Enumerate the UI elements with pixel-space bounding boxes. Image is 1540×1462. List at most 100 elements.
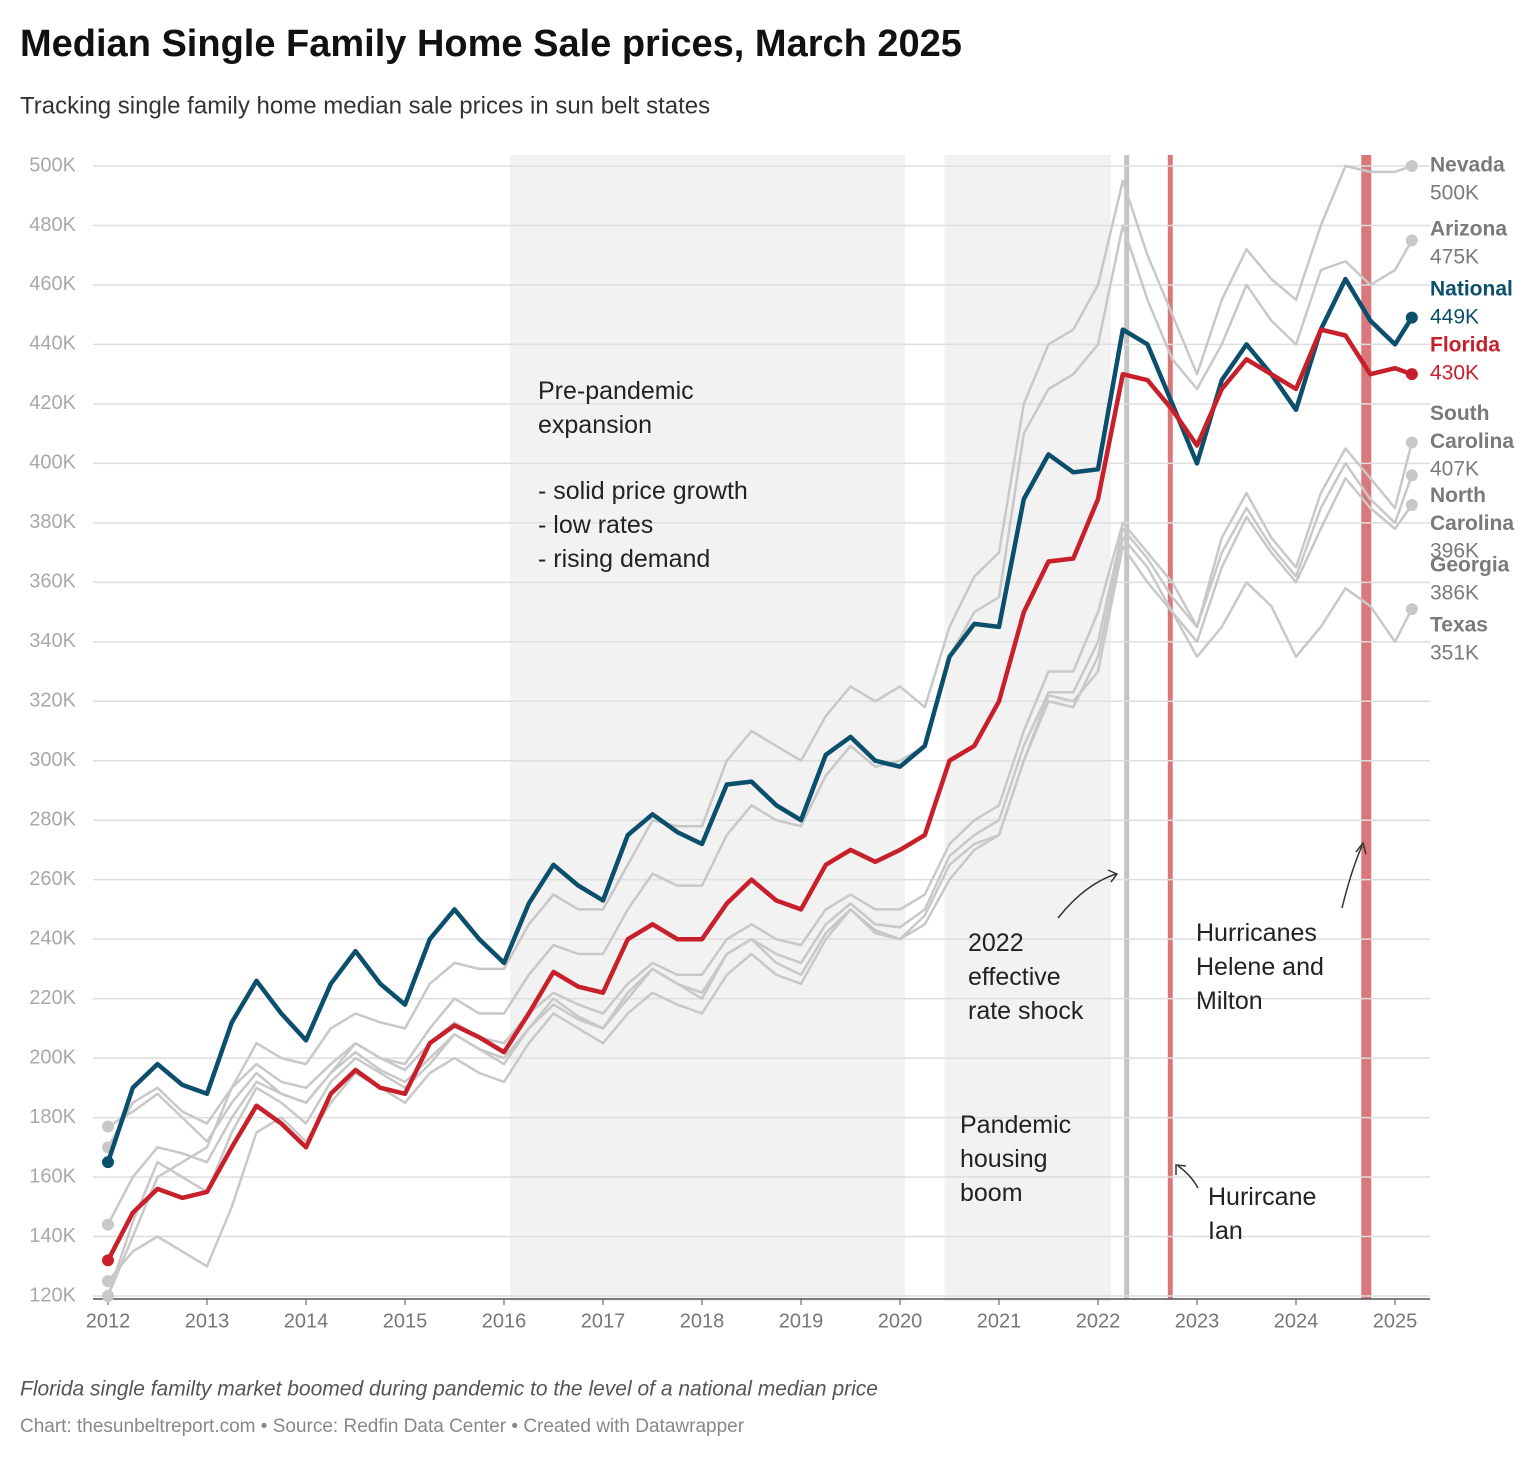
annotation-line: Hurircane [1208,1183,1316,1211]
arrowhead [1355,841,1367,855]
start-dot [102,1275,114,1288]
annotation: Hurircane Ian [1208,1183,1316,1245]
series-line [106,476,1413,1297]
chart-subtitle: Tracking single family home median sale … [20,92,710,119]
end-value-label: 500K [1430,182,1479,205]
annotation-line: Helene and [1196,953,1324,981]
arrow [1341,845,1363,909]
y-tick-label: 480K [29,214,76,236]
start-dot [102,1290,114,1302]
annotation-line: boom [960,1179,1023,1207]
y-tick-label: 300K [29,749,76,771]
x-tick-label: 2017 [581,1310,626,1332]
end-dot [1405,436,1418,449]
legend-label: Nevada [1430,154,1505,177]
x-tick-label: 2022 [1076,1310,1121,1332]
annotation-line: - low rates [538,511,653,539]
legend-label-part: Carolina [1430,430,1514,453]
arrowhead [1175,1164,1187,1175]
end-dot [1405,311,1418,324]
annotation: - solid price growth - low rates - rising … [538,477,748,573]
legend-label: Texas [1430,614,1488,637]
series-line [107,545,1413,1282]
end-dot [1405,469,1418,482]
x-tick-label: 2019 [779,1310,824,1332]
y-tick-label: 160K [29,1165,76,1187]
end-value-label: 430K [1430,362,1479,385]
end-dot [1405,160,1418,172]
annotation-line: Pandemic [960,1111,1071,1139]
lines-layer: Nevada 500K Arizona 475K South Carolina 407K N… [102,154,1514,1302]
x-tick-label: 2021 [977,1310,1022,1332]
x-tick-label: 2025 [1373,1310,1418,1332]
x-tick-label: 2018 [680,1310,725,1332]
y-tick-label: 220K [29,987,76,1009]
chart-title: Median Single Family Home Sale prices, M… [20,23,962,65]
x-tick-label: 2016 [482,1310,527,1332]
x-tick-label: 2020 [878,1310,923,1332]
chart-note: Florida single familty market boomed dur… [20,1378,878,1401]
start-dot [102,1254,114,1267]
annotation-line: - solid price growth [538,477,748,505]
legend-label-part: South [1430,402,1495,425]
y-tick-label: 340K [29,630,76,652]
legend-label: Arizona [1430,218,1507,241]
y-tick-label: 120K [29,1284,76,1306]
end-value-label: 396K [1430,540,1479,563]
y-tick-label: 420K [29,392,76,414]
x-tick-label: 2024 [1274,1310,1319,1332]
series-line [106,164,1413,1297]
y-tick-label: 200K [29,1046,76,1068]
start-dot [102,1156,114,1169]
y-tick-label: 380K [29,511,76,533]
annotation: Hurricanes Helene and Milton [1196,919,1324,1015]
y-tick-label: 240K [29,927,76,949]
legend-label: North Carolina [1430,484,1514,535]
y-tick-label: 460K [29,273,76,295]
grid-layer: 120K 140K 160K 180K 200K 220K 240K 260K 280K 300K… [29,154,1430,1332]
arrow [1177,1165,1199,1189]
y-tick-label: 260K [29,868,76,890]
legend-label: Florida [1430,334,1500,357]
x-tick-label: 2012 [86,1310,131,1332]
shaded-period [509,155,905,1301]
arrow [1057,873,1117,919]
y-tick-label: 440K [29,333,76,355]
end-dot [1405,234,1418,247]
y-tick-label: 140K [29,1225,76,1247]
y-tick-label: 360K [29,571,76,593]
end-value-label: 475K [1430,246,1479,269]
end-value-label: 407K [1430,458,1479,481]
y-tick-label: 180K [29,1106,76,1128]
annotation-line: Pre-pandemic [538,377,694,405]
x-tick-label: 2013 [185,1310,230,1332]
annotation-line: - rising demand [538,545,710,573]
annotation-line: Ian [1208,1217,1243,1245]
legend-label: National [1430,278,1513,301]
legend-label: South Carolina [1430,402,1514,453]
start-dot [102,1218,114,1231]
annotation: Pre-pandemic expansion [538,377,694,439]
start-dot [102,1120,114,1133]
annotation-line: expansion [538,411,652,439]
background-layer [509,155,1372,1301]
chart-source: Chart: thesunbeltreport.com • Source: Re… [20,1416,745,1437]
x-tick-label: 2015 [383,1310,428,1332]
end-value-label: 351K [1430,642,1479,665]
arrowhead [1107,869,1119,883]
end-value-label: 449K [1430,306,1479,329]
y-tick-label: 320K [29,690,76,712]
y-tick-label: 280K [29,808,76,830]
end-dot [1405,368,1418,381]
legend-label-part: North [1430,484,1492,507]
x-tick-label: 2014 [284,1310,329,1332]
x-tick-label: 2023 [1175,1310,1220,1332]
series-line [106,327,1413,1262]
annotation-line: Milton [1196,987,1263,1015]
end-dot [1405,603,1418,616]
annotation-line: 2022 [968,929,1024,957]
end-dot [1405,499,1418,511]
y-tick-label: 500K [29,154,76,176]
